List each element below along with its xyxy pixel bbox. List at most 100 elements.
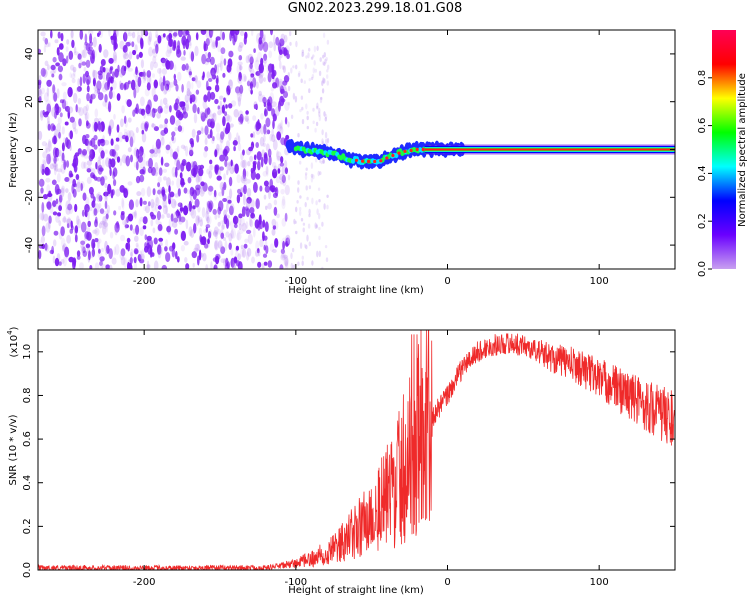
noise-speckle [149,153,154,159]
noise-speckle [168,217,174,228]
noise-speckle [264,185,270,193]
noise-speckle [38,79,42,86]
noise-speckle [236,174,241,184]
noise-speckle-faint [298,70,301,77]
noise-speckle [53,230,59,236]
signal-peak [397,151,401,155]
noise-speckle [43,45,47,53]
noise-speckle [66,218,72,224]
noise-speckle [265,205,268,210]
noise-speckle [164,246,168,252]
noise-speckle [108,57,114,64]
noise-speckle [239,84,243,92]
noise-speckle [118,205,122,211]
noise-speckle [203,94,208,103]
noise-speckle [45,222,51,233]
noise-speckle [209,160,213,172]
noise-speckle-faint [322,54,325,59]
noise-speckle-faint [304,243,307,248]
noise-speckle [279,162,285,167]
noise-speckle [245,199,251,209]
noise-speckle [149,109,155,117]
noise-speckle [227,58,233,68]
noise-speckle [161,214,165,219]
noise-speckle-faint [325,57,328,61]
noise-speckle [148,46,153,57]
noise-speckle [245,179,251,184]
noise-speckle [164,188,168,193]
noise-speckle [56,123,61,132]
noise-speckle [63,215,67,223]
noise-speckle-faint [316,102,319,109]
noise-speckle [119,40,125,50]
noise-speckle [195,175,201,183]
noise-speckle [135,103,139,115]
noise-speckle [97,156,102,162]
noise-speckle [155,138,161,150]
noise-speckle [93,208,98,216]
noise-speckle [141,159,146,168]
noise-speckle [74,152,80,157]
noise-speckle [110,189,114,199]
noise-speckle [94,238,99,243]
noise-speckle [46,120,51,131]
spectrum-y-tick-label: 20 [24,95,35,108]
noise-speckle [150,219,154,227]
noise-speckle [104,214,109,222]
noise-speckle [255,71,261,76]
noise-speckle [252,131,256,139]
noise-speckle-faint [318,70,322,76]
noise-speckle [226,115,232,123]
noise-speckle [269,133,273,142]
noise-speckle [116,124,120,133]
noise-speckle [55,214,60,223]
noise-speckle [183,187,188,194]
noise-speckle [201,53,207,65]
noise-speckle [255,103,258,111]
noise-speckle [237,135,241,145]
noise-speckle [184,257,188,263]
noise-speckle [284,212,288,222]
noise-speckle [214,240,218,250]
noise-speckle-faint [287,72,290,78]
noise-speckle [226,140,230,149]
noise-speckle [173,73,176,80]
noise-speckle [250,133,254,138]
noise-speckle [255,249,259,257]
noise-speckle [272,192,278,199]
noise-speckle [169,191,175,198]
noise-speckle [145,205,150,214]
noise-speckle-faint [293,218,296,225]
noise-speckle [62,58,67,67]
noise-speckle-faint [323,62,326,66]
noise-speckle [44,242,48,251]
noise-speckle [69,228,74,234]
noise-speckle [175,109,181,119]
noise-speckle [222,198,228,202]
noise-speckle-faint [324,131,328,139]
noise-speckle [47,140,52,152]
noise-speckle [268,41,274,49]
noise-speckle [135,161,139,171]
noise-speckle [139,146,144,157]
noise-speckle [52,239,57,247]
noise-speckle-faint [294,95,298,103]
noise-speckle [52,211,58,216]
noise-speckle [51,73,55,78]
noise-speckle [229,69,232,75]
signal-peak [421,147,425,152]
noise-speckle [224,160,228,168]
noise-speckle [262,34,265,42]
noise-speckle [164,162,170,167]
noise-speckle [208,109,212,118]
noise-speckle [158,81,163,87]
noise-speckle [260,72,264,77]
noise-speckle [216,175,222,181]
noise-speckle [74,225,79,234]
noise-speckle [236,232,242,241]
noise-speckle [61,82,67,87]
noise-speckle [173,217,179,223]
signal-peak [379,159,383,163]
noise-speckle-faint [299,210,302,217]
noise-speckle [229,205,234,216]
